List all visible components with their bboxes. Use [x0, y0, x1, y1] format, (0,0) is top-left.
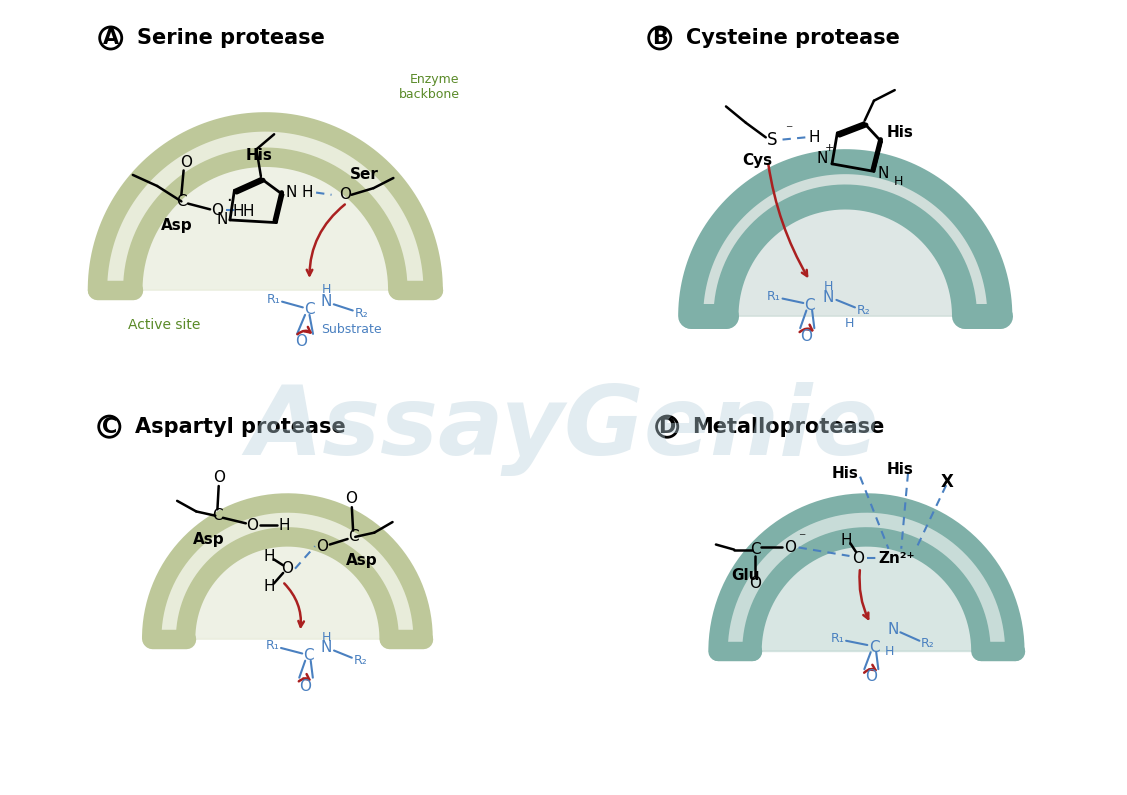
Text: H: H	[894, 175, 903, 188]
Text: R₁: R₁	[266, 638, 279, 652]
Text: H: H	[321, 631, 331, 644]
Text: R₁: R₁	[266, 293, 281, 306]
Text: R₂: R₂	[921, 638, 934, 650]
Text: O: O	[282, 561, 293, 576]
Text: C: C	[304, 302, 314, 317]
Text: H: H	[885, 645, 895, 658]
Text: O: O	[299, 679, 311, 694]
Text: ·: ·	[227, 192, 232, 211]
Text: Enzyme
backbone: Enzyme backbone	[399, 72, 460, 100]
Text: H: H	[841, 533, 852, 548]
Text: R₂: R₂	[354, 654, 367, 667]
Text: N: N	[285, 185, 296, 200]
Text: C: C	[101, 417, 117, 436]
Text: O: O	[317, 539, 328, 554]
Text: Cysteine protease: Cysteine protease	[686, 28, 900, 48]
Text: Cys: Cys	[742, 153, 772, 169]
Polygon shape	[691, 161, 1000, 316]
Polygon shape	[718, 503, 1014, 651]
Text: ⁻: ⁻	[798, 531, 806, 545]
Text: B: B	[651, 28, 667, 48]
Text: O: O	[784, 540, 796, 555]
Text: H: H	[278, 518, 290, 533]
Text: Glu: Glu	[731, 568, 760, 583]
Text: His: His	[246, 148, 272, 162]
Text: N: N	[216, 212, 228, 227]
Text: His: His	[887, 126, 914, 141]
Text: H: H	[242, 204, 255, 219]
Text: Substrate: Substrate	[321, 323, 382, 336]
Text: O: O	[212, 203, 223, 218]
Text: R₂: R₂	[857, 304, 871, 317]
Text: C: C	[751, 542, 761, 557]
Text: A: A	[103, 28, 118, 48]
Text: O: O	[749, 576, 762, 591]
Text: O: O	[866, 669, 878, 684]
Text: H: H	[264, 549, 275, 564]
Text: C: C	[212, 508, 223, 523]
Text: H: H	[232, 204, 243, 219]
Text: N: N	[321, 641, 332, 656]
Text: N: N	[823, 289, 834, 304]
Text: C: C	[303, 648, 314, 663]
Text: H: H	[845, 317, 854, 330]
Text: Active site: Active site	[127, 318, 199, 332]
Text: C: C	[176, 194, 187, 209]
Text: O: O	[339, 188, 350, 202]
Text: N: N	[887, 622, 898, 637]
Text: S: S	[767, 130, 778, 149]
Polygon shape	[752, 537, 980, 651]
Text: O: O	[800, 328, 813, 343]
Polygon shape	[152, 503, 423, 638]
Text: H: H	[808, 130, 820, 145]
Text: R₁: R₁	[766, 290, 781, 303]
Text: Ser: Ser	[350, 168, 379, 182]
Text: Asp: Asp	[346, 553, 378, 568]
Text: O: O	[345, 491, 357, 506]
Polygon shape	[133, 157, 398, 289]
Text: H: H	[264, 579, 275, 594]
Text: ⁻: ⁻	[786, 123, 792, 137]
Text: Zn²⁺: Zn²⁺	[878, 551, 914, 565]
Text: D: D	[658, 417, 676, 436]
Text: Metalloprotease: Metalloprotease	[693, 417, 885, 436]
Polygon shape	[97, 122, 433, 289]
Text: C: C	[805, 297, 815, 312]
Polygon shape	[726, 197, 965, 316]
Polygon shape	[186, 537, 389, 638]
Text: R₁: R₁	[831, 632, 844, 646]
Text: H: H	[824, 280, 833, 293]
Text: Aspartyl protease: Aspartyl protease	[135, 417, 346, 436]
Text: His: His	[832, 466, 859, 481]
Text: O: O	[247, 518, 258, 533]
Text: H: H	[321, 283, 331, 297]
Text: O: O	[180, 155, 192, 170]
Text: +: +	[825, 143, 834, 153]
Text: Asp: Asp	[193, 532, 224, 546]
Text: Serine protease: Serine protease	[137, 28, 325, 48]
Text: O: O	[213, 470, 225, 485]
Text: Asp: Asp	[161, 218, 193, 233]
Text: AssayGenie: AssayGenie	[248, 382, 879, 476]
Text: X: X	[941, 473, 953, 491]
Text: O: O	[295, 334, 308, 349]
Text: C: C	[348, 529, 358, 545]
Text: C: C	[870, 640, 880, 654]
Text: N: N	[817, 151, 828, 166]
Text: His: His	[887, 462, 914, 476]
Text: R₂: R₂	[355, 307, 369, 320]
Text: N: N	[320, 294, 332, 309]
Text: O: O	[852, 551, 864, 565]
Text: N: N	[877, 166, 888, 181]
Text: H: H	[302, 185, 313, 200]
